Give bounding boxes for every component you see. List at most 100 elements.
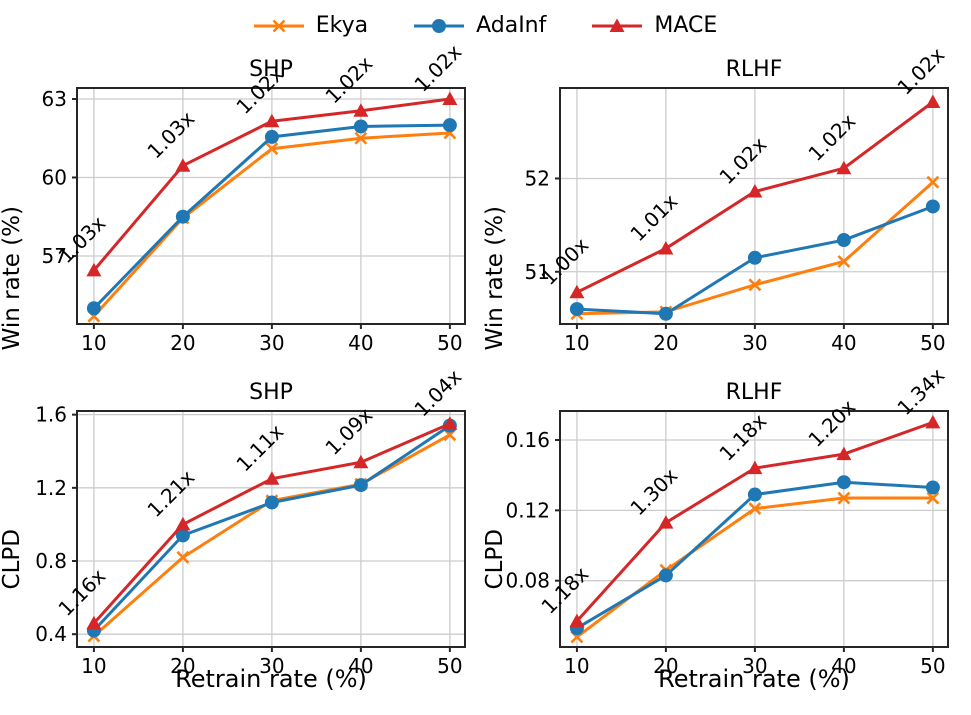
speedup-annotation: 1.21x [142, 465, 199, 522]
chart-shp-win-rate: SHP Win rate (%) 10 20 30 40 50 57 60 63 1.03x 1.… [0, 39, 467, 355]
x-marker [748, 278, 762, 292]
y-tick-label: 51 [525, 260, 550, 284]
x-marker [354, 131, 368, 145]
gridlines [560, 411, 948, 647]
x-marker [265, 142, 279, 156]
circle-marker [925, 480, 940, 495]
triangle-marker [264, 471, 280, 485]
x-tick-label: 30 [742, 331, 767, 355]
triangle-marker [86, 615, 102, 630]
speedup-annotation: 1.30x [625, 463, 682, 520]
triangle-marker [836, 160, 852, 175]
triangle-marker [836, 446, 852, 461]
triangle-marker [175, 158, 191, 172]
legend-item-mace: MACE [592, 13, 717, 39]
chart-rlhf-clpd: RLHF CLPD 10 20 30 40 50 0.08 0.12 0.16 1.18x 1.3… [482, 363, 950, 693]
x-axis-label: Retrain rate (%) [175, 665, 367, 693]
circle-marker [836, 475, 851, 490]
series-mace [569, 94, 941, 299]
speedup-annotation: 1.11x [231, 419, 288, 476]
speedup-annotation: 1.03x [142, 106, 199, 163]
chart-title: SHP [249, 57, 293, 82]
triangle-marker [569, 284, 585, 299]
y-tick-label: 63 [42, 87, 67, 111]
legend: Ekya AdaInf MACE [0, 8, 971, 44]
chart-rlhf-win-rate: RLHF Win rate (%) 10 20 30 40 50 51 52 1.00x 1.0… [482, 42, 950, 355]
tick-labels: 10 20 30 40 50 0.4 0.8 1.2 1.6 [35, 403, 462, 678]
triangle-marker [353, 103, 369, 117]
chart-shp-clpd: SHP CLPD 10 20 30 40 50 0.4 0.8 1.2 1.6 1.16x 1.21… [0, 364, 467, 693]
series-mace [86, 416, 458, 630]
circle-marker [86, 301, 101, 316]
y-tick-label: 0.12 [505, 498, 550, 522]
chart-title: SHP [249, 380, 293, 405]
circle-marker [925, 199, 940, 214]
y-tick-label: 57 [42, 244, 67, 268]
circle-marker [442, 118, 457, 133]
x-tick-label: 40 [831, 654, 856, 678]
speedup-annotation: 1.18x [714, 409, 771, 466]
x-legend-swatch [253, 19, 304, 33]
plot-frame [559, 410, 949, 648]
speedup-annotation: 1.02x [714, 132, 771, 189]
series-mace [569, 414, 941, 628]
triangle-marker [747, 460, 763, 475]
x-tick-label: 20 [170, 331, 195, 355]
y-tick-label: 0.08 [505, 569, 550, 593]
x-tick-label: 30 [259, 331, 284, 355]
speedup-annotation: 1.02x [803, 109, 860, 166]
triangle-marker [569, 613, 585, 628]
legend-label: AdaInf [476, 13, 547, 38]
x-marker [176, 550, 190, 564]
circle-marker [432, 19, 447, 33]
x-tick-label: 40 [348, 331, 373, 355]
circle-marker [658, 568, 673, 583]
x-tick-label: 30 [742, 654, 767, 678]
triangle-marker [658, 240, 674, 255]
circle-marker [658, 306, 673, 321]
circle-marker [747, 487, 762, 502]
x-tick-label: 50 [920, 331, 945, 355]
legend-label: Ekya [315, 13, 369, 38]
triangle-marker [442, 416, 458, 430]
tick-marks [72, 413, 451, 652]
circle-marker [353, 119, 368, 134]
x-marker [837, 255, 851, 268]
triangle-marker [442, 91, 458, 105]
y-tick-label: 0.4 [35, 622, 67, 646]
triangle-marker [925, 414, 941, 429]
circle-marker [175, 209, 190, 224]
tick-labels: 10 20 30 40 50 57 60 63 [42, 87, 463, 355]
x-tick-label: 50 [437, 654, 462, 678]
legend-item-adainf: AdaInf [414, 13, 546, 39]
x-tick-label: 10 [81, 331, 106, 355]
circle-marker [747, 250, 762, 265]
series-mace [86, 91, 458, 277]
circle-legend-swatch [414, 19, 465, 33]
chart-title: RLHF [725, 380, 783, 405]
x-marker [837, 491, 851, 505]
triangle-legend-swatch [592, 18, 643, 32]
circle-marker [569, 302, 584, 317]
series-adainf [86, 118, 457, 316]
triangle-marker [747, 184, 763, 198]
y-tick-label: 0.8 [35, 549, 67, 573]
gridlines [560, 88, 948, 324]
triangle-marker [264, 113, 280, 128]
x-tick-label: 10 [564, 331, 589, 355]
y-tick-label: 1.6 [35, 403, 67, 427]
speedup-annotation: 1.01x [625, 189, 682, 246]
x-tick-label: 10 [564, 654, 589, 678]
gridlines [77, 88, 465, 324]
y-tick-label: 1.2 [35, 476, 67, 500]
x-tick-label: 20 [653, 331, 678, 355]
tick-marks [72, 97, 451, 329]
circle-marker [264, 495, 279, 510]
y-tick-label: 60 [42, 165, 67, 189]
series-adainf [86, 418, 457, 638]
triangle-marker [175, 516, 191, 531]
